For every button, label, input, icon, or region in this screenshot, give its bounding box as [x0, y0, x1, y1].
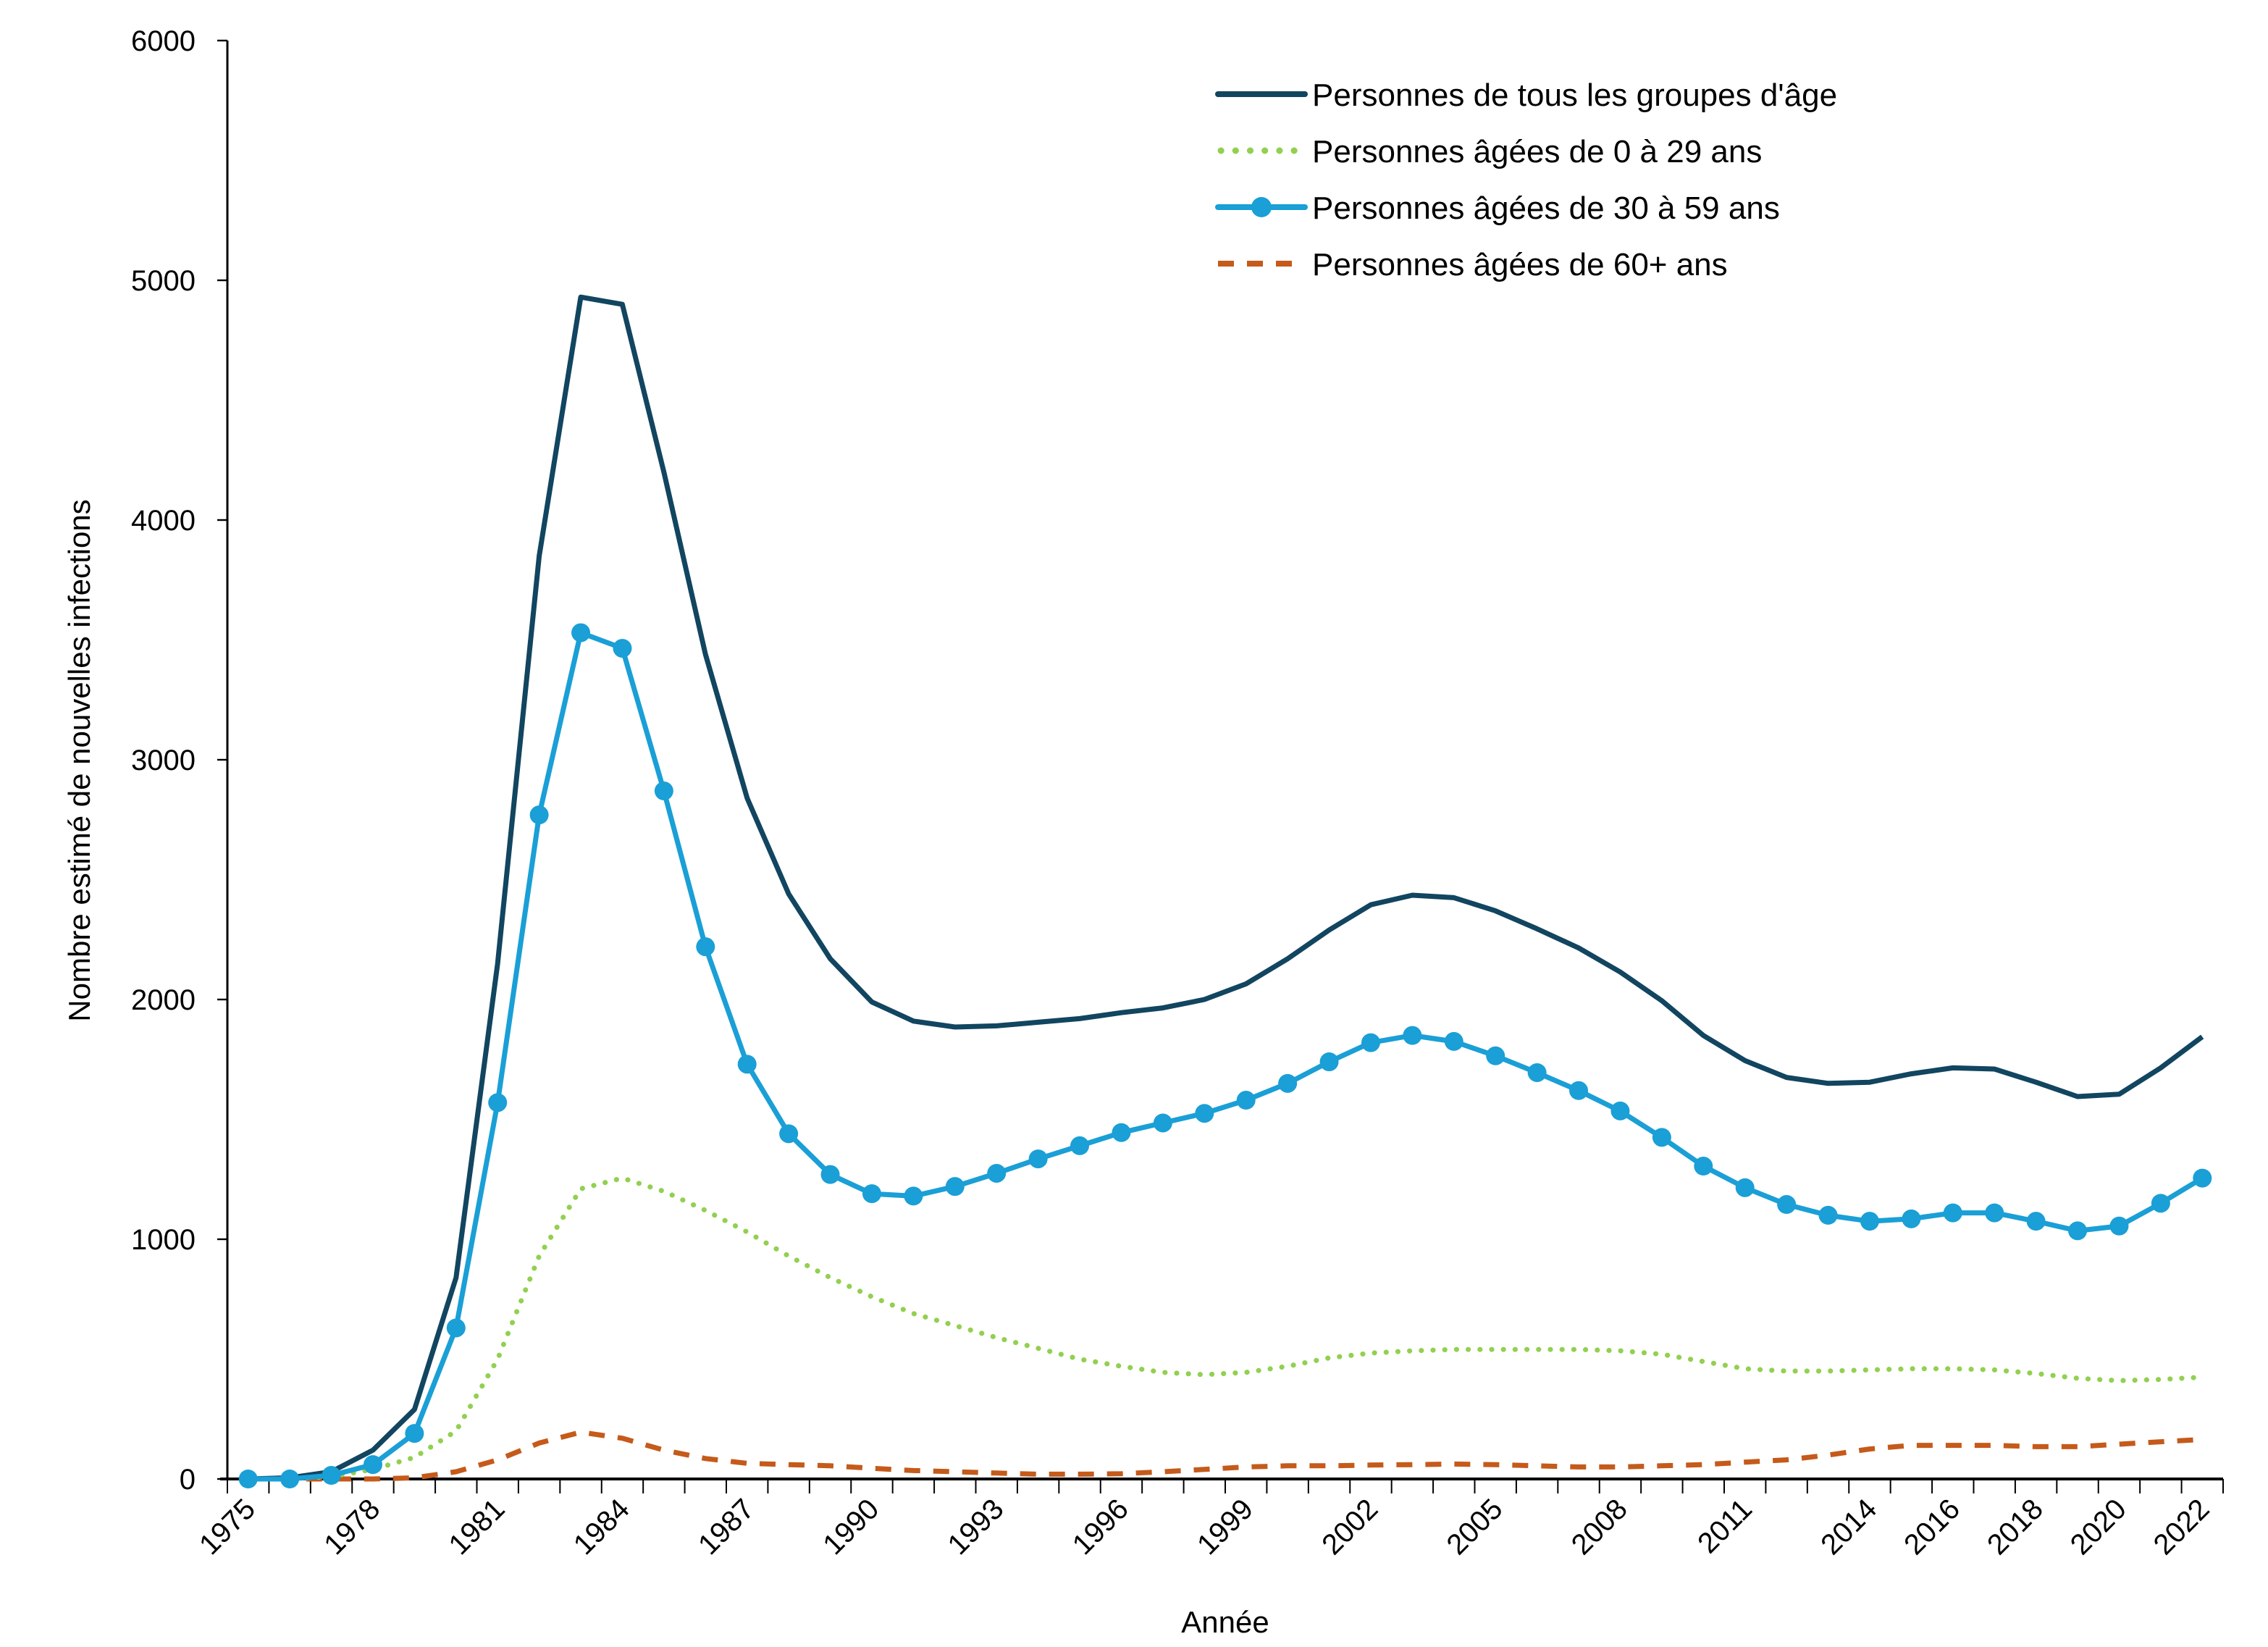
- legend-label: Personnes âgées de 0 à 29 ans: [1312, 134, 1762, 169]
- y-tick-label: 1000: [131, 1224, 196, 1256]
- data-point: [488, 1093, 508, 1112]
- data-point: [1070, 1136, 1090, 1155]
- data-point: [820, 1165, 840, 1184]
- legend: Personnes de tous les groupes d'âge Perso…: [1215, 77, 1837, 282]
- series-line-0: [248, 294, 2204, 1482]
- x-tick-label: 2018: [1981, 1493, 2049, 1561]
- data-point: [1902, 1209, 1921, 1228]
- x-tick-label: 2020: [2065, 1493, 2133, 1561]
- x-tick-label: 2014: [1815, 1493, 1883, 1561]
- data-point: [613, 639, 632, 658]
- series-line-2: [248, 630, 2204, 1482]
- x-tick-label: 1975: [193, 1493, 261, 1561]
- data-point: [1943, 1203, 1962, 1223]
- data-point: [1028, 1149, 1048, 1169]
- data-point: [1444, 1031, 1463, 1051]
- data-point: [1486, 1046, 1505, 1065]
- data-point: [1319, 1052, 1339, 1072]
- x-tick-label: 1990: [817, 1493, 885, 1561]
- x-tick-label: 2016: [1898, 1493, 1966, 1561]
- data-point: [1985, 1203, 2004, 1223]
- data-point: [363, 1455, 382, 1475]
- data-point: [1112, 1123, 1131, 1142]
- data-point: [1610, 1101, 1630, 1120]
- data-point: [2109, 1216, 2129, 1236]
- data-point: [1735, 1178, 1755, 1197]
- data-point: [2193, 1168, 2212, 1188]
- y-tick-label: 5000: [131, 265, 196, 297]
- data-point: [2026, 1212, 2046, 1231]
- data-point: [1694, 1157, 1713, 1176]
- x-axis-title: Année: [1181, 1605, 1269, 1639]
- data-point: [1195, 1104, 1214, 1123]
- data-point: [280, 1470, 300, 1488]
- data-point: [2151, 1194, 2170, 1213]
- x-tick-label: 2002: [1316, 1493, 1384, 1561]
- x-tick-label: 2008: [1566, 1493, 1634, 1561]
- x-tick-label: 1993: [942, 1493, 1010, 1561]
- x-tick-label: 2022: [2148, 1493, 2216, 1561]
- data-point: [1361, 1033, 1380, 1052]
- data-point: [1777, 1195, 1797, 1215]
- data-point: [322, 1466, 341, 1485]
- x-tick-label: 1999: [1191, 1493, 1259, 1561]
- data-point: [1818, 1205, 1838, 1225]
- data-point: [987, 1163, 1007, 1183]
- y-tick-label: 0: [180, 1464, 196, 1496]
- data-point: [405, 1424, 424, 1443]
- data-point: [737, 1055, 757, 1074]
- data-point: [1652, 1128, 1671, 1147]
- tick-labels: 0 1000 2000 3000 4000 5000 6000 1975 1978 1981 198…: [131, 25, 2216, 1561]
- data-point: [1569, 1081, 1589, 1100]
- x-tick-label: 1996: [1067, 1493, 1135, 1561]
- y-tick-label: 6000: [131, 25, 196, 57]
- x-tick-label: 1981: [443, 1493, 511, 1561]
- legend-label: Personnes de tous les groupes d'âge: [1312, 77, 1837, 113]
- legend-marker: [1251, 197, 1272, 217]
- data-point: [238, 1470, 258, 1488]
- data-point: [529, 805, 549, 825]
- y-tick-label: 3000: [131, 745, 196, 776]
- data-point: [696, 937, 715, 957]
- x-tick-label: 1984: [568, 1493, 636, 1561]
- data-point: [1278, 1073, 1298, 1093]
- data-point: [1236, 1091, 1256, 1110]
- series-line-3: [248, 1429, 2203, 1482]
- x-tick-label: 1978: [318, 1493, 386, 1561]
- legend-label: Personnes âgées de 30 à 59 ans: [1312, 190, 1780, 226]
- x-tick-label: 2011: [1692, 1493, 1758, 1559]
- data-point: [779, 1124, 799, 1144]
- data-point: [2068, 1221, 2088, 1241]
- series-group: [238, 294, 2212, 1488]
- x-tick-label: 2005: [1441, 1493, 1509, 1561]
- data-point: [1153, 1113, 1172, 1133]
- data-point: [1527, 1063, 1547, 1082]
- legend-label: Personnes âgées de 60+ ans: [1312, 247, 1728, 282]
- data-point: [904, 1186, 923, 1206]
- data-point: [1860, 1212, 1879, 1231]
- x-tick-label: 1987: [692, 1493, 760, 1561]
- data-point: [571, 623, 591, 642]
- data-point: [1403, 1026, 1422, 1045]
- data-point: [862, 1184, 881, 1204]
- data-point: [446, 1318, 466, 1338]
- series-line-1: [245, 1175, 2205, 1482]
- data-point: [654, 781, 673, 801]
- data-point: [945, 1177, 965, 1197]
- y-tick-label: 4000: [131, 505, 196, 537]
- y-tick-label: 2000: [131, 984, 196, 1016]
- axes: [217, 39, 2224, 1493]
- y-axis-title: Nombre estimé de nouvelles infections: [62, 499, 96, 1021]
